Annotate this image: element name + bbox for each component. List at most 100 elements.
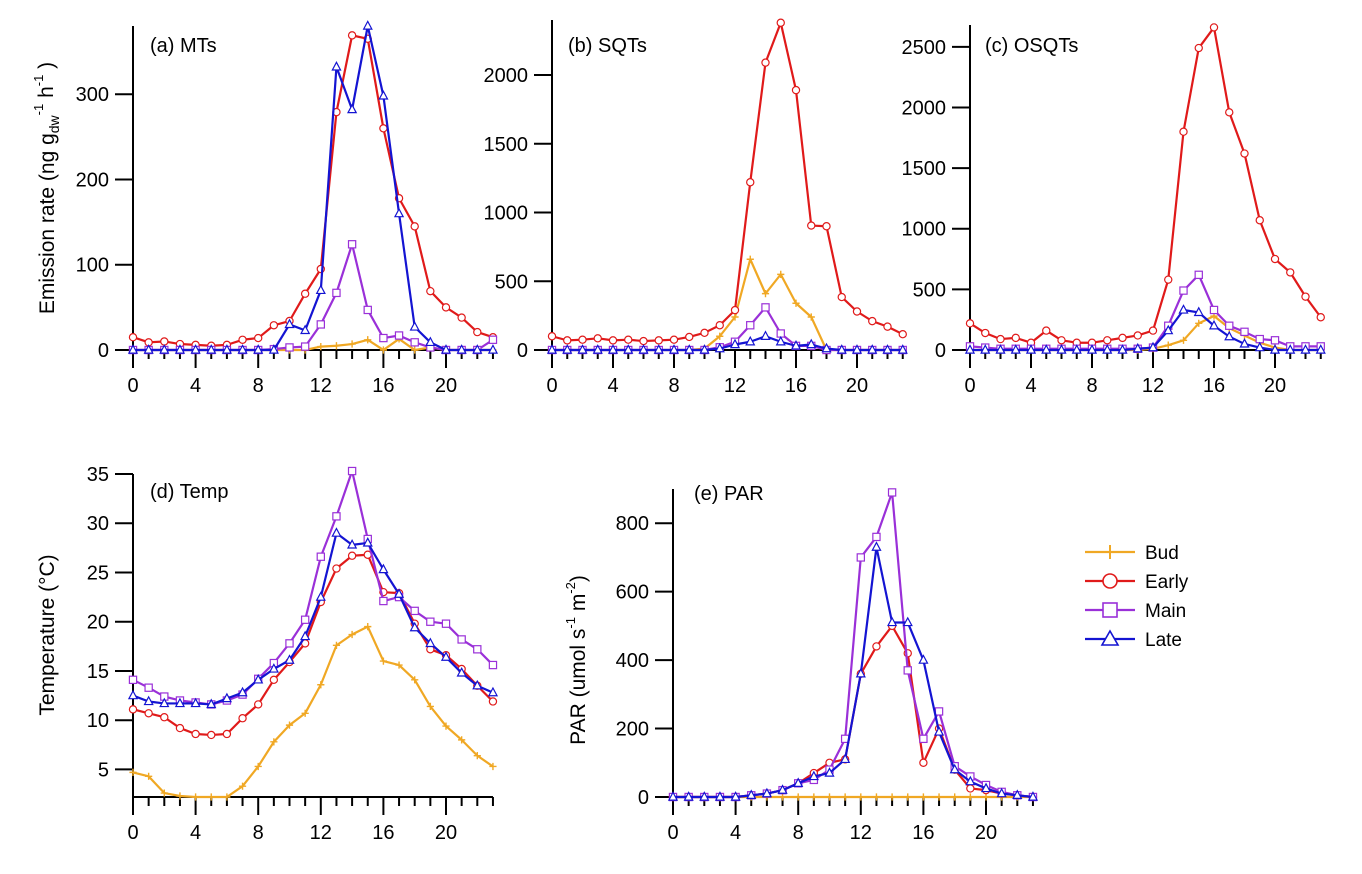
plus-marker <box>778 793 787 801</box>
y-axis-title-superscript: -1 <box>31 75 46 87</box>
plus-marker <box>857 793 865 801</box>
y-axis-title-temperature: Temperature (°C) <box>36 554 59 715</box>
plus-marker <box>348 630 356 639</box>
x-tick-label: 20 <box>435 375 457 397</box>
triangle-marker <box>143 344 154 354</box>
panel-title: (b) SQTs <box>568 35 647 57</box>
x-tick-label: 0 <box>667 822 678 844</box>
plus-marker <box>951 793 959 801</box>
triangle-marker <box>237 344 248 354</box>
triangle-marker <box>127 689 139 700</box>
plus-marker <box>746 255 754 263</box>
triangle-marker <box>1027 791 1039 801</box>
circle-marker <box>1194 43 1203 53</box>
plus-marker <box>192 793 200 801</box>
series-early <box>128 550 498 740</box>
triangle-marker <box>996 787 1007 798</box>
triangle-marker <box>995 344 1006 354</box>
circle-marker <box>191 729 200 739</box>
y-axis-title-par: PAR (umol s-1 m-2) <box>563 575 590 745</box>
triangle-marker <box>836 344 847 354</box>
triangle-marker <box>425 637 436 648</box>
plus-marker <box>395 661 403 669</box>
circle-marker <box>685 332 694 342</box>
circle-marker <box>1209 23 1219 32</box>
series-line <box>970 308 1321 352</box>
series-early <box>965 23 1325 347</box>
triangle-marker <box>159 344 170 354</box>
x-tick-label: 20 <box>846 375 868 397</box>
triangle-marker <box>221 692 232 703</box>
triangle-marker <box>331 61 342 71</box>
series-line <box>132 553 494 737</box>
triangle-marker <box>746 789 757 799</box>
x-tick-label: 12 <box>310 822 332 844</box>
circle-marker <box>160 337 169 346</box>
triangle-marker <box>253 673 264 684</box>
triangle-marker <box>190 697 201 708</box>
plus-marker <box>761 290 770 298</box>
square-marker <box>347 240 357 249</box>
triangle-marker <box>980 344 991 354</box>
triangle-marker <box>1315 344 1326 354</box>
triangle-marker <box>840 753 851 764</box>
x-tick-label: 20 <box>1264 375 1286 397</box>
triangle-marker <box>851 344 863 354</box>
circle-marker <box>593 334 602 343</box>
square-marker <box>1102 602 1118 618</box>
x-tick-label: 8 <box>1086 375 1097 397</box>
triangle-marker <box>362 537 373 547</box>
x-tick-label: 20 <box>975 822 997 844</box>
triangle-marker <box>127 344 139 354</box>
triangle-marker <box>775 335 786 346</box>
plus-marker <box>731 313 739 321</box>
triangle-marker <box>1071 344 1082 354</box>
circle-marker <box>919 758 928 767</box>
x-tick-label: 12 <box>310 375 332 397</box>
circle-marker <box>488 697 498 706</box>
square-marker <box>410 338 419 347</box>
x-tick-label: 12 <box>850 822 872 844</box>
triangle-marker <box>284 318 295 329</box>
triangle-marker <box>284 654 295 664</box>
triangle-marker <box>949 763 960 774</box>
triangle-marker <box>745 335 756 346</box>
plus-marker <box>935 793 943 801</box>
plus-marker <box>794 793 802 801</box>
triangle-marker <box>409 621 420 632</box>
y-tick-label: 0 <box>517 340 528 362</box>
square-marker <box>457 635 466 644</box>
triangle-marker <box>1086 344 1098 354</box>
circle-marker <box>563 336 572 345</box>
circle-marker <box>807 221 816 230</box>
x-tick-label: 4 <box>1025 375 1036 397</box>
triangle-marker <box>777 784 788 794</box>
triangle-marker <box>638 344 649 354</box>
circle-marker <box>222 729 232 739</box>
triangle-marker <box>761 787 772 798</box>
y-axis-title-text: m <box>567 594 590 617</box>
y-tick-label: 15 <box>87 661 109 683</box>
triangle-marker <box>790 339 802 350</box>
circle-marker <box>1316 313 1325 322</box>
triangle-marker <box>667 791 679 801</box>
y-axis-title-text: Emission rate (ng g <box>36 133 59 314</box>
x-tick-label: 16 <box>912 822 934 844</box>
circle-marker <box>441 303 451 312</box>
square-marker <box>332 288 341 298</box>
triangle-marker <box>1147 341 1159 352</box>
triangle-marker <box>933 726 945 736</box>
series-line <box>673 491 1034 799</box>
triangle-marker <box>268 663 279 673</box>
legend-item-bud: Bud <box>1085 543 1179 564</box>
plus-marker <box>716 332 724 340</box>
triangle-marker <box>668 344 680 354</box>
plus-marker <box>254 762 262 771</box>
series-late <box>127 20 499 354</box>
triangle-marker <box>1117 344 1128 354</box>
square-marker <box>1209 305 1219 315</box>
circle-marker <box>966 784 975 793</box>
x-tick-label: 16 <box>785 375 807 397</box>
triangle-marker <box>808 770 819 781</box>
circle-marker <box>1301 292 1310 301</box>
